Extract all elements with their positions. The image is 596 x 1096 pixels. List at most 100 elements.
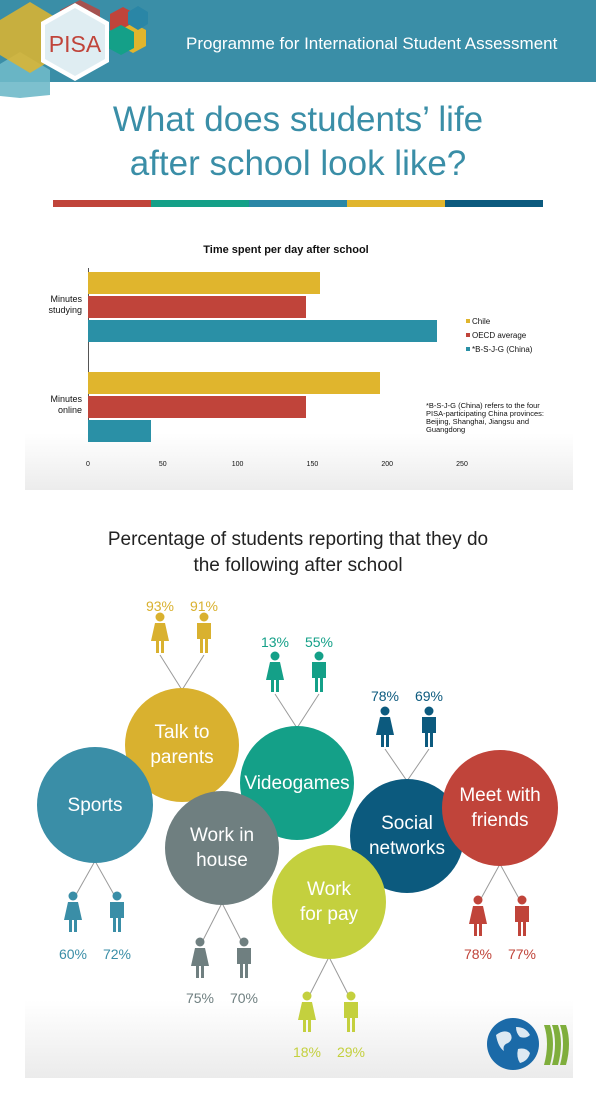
- percent-female-pay: 18%: [292, 1044, 322, 1060]
- color-strip: [53, 200, 543, 207]
- connector-line: [159, 654, 183, 691]
- female-person-icon: [191, 937, 209, 978]
- bar-studying-0: [88, 272, 320, 294]
- percent-female-house: 75%: [185, 990, 215, 1006]
- percent-male-social: 69%: [414, 688, 444, 704]
- color-strip-segment: [347, 200, 445, 207]
- activity-label-line: Sports: [67, 794, 123, 816]
- chart-y-axis: [88, 268, 89, 440]
- activity-label-line: Social: [381, 813, 433, 834]
- connector-line: [406, 748, 430, 782]
- x-tick-label: 200: [381, 461, 394, 468]
- activity-label-line: Work: [307, 879, 351, 900]
- activity-label-talk: Talk to parents: [122, 720, 242, 770]
- connector-line: [499, 863, 523, 905]
- globe-oecd-logo: [487, 1018, 569, 1070]
- x-tick-label: 50: [158, 461, 167, 468]
- activity-label-line: Videogames: [244, 772, 350, 794]
- chart-note: *B-S-J-G (China) refers to the four PISA…: [426, 401, 544, 434]
- activity-label-line: networks: [368, 838, 446, 859]
- chart-title: Time spent per day after school: [203, 244, 369, 256]
- female-person-icon: [376, 706, 394, 747]
- page-title-line-1: What does students’ life: [112, 100, 484, 139]
- percent-male-sports: 72%: [102, 946, 132, 962]
- female-person-icon: [469, 895, 487, 936]
- activity-bubble-video: [240, 726, 354, 840]
- bar-online-2: [88, 420, 151, 442]
- activity-label-line: Talk to: [154, 722, 210, 743]
- x-tick-label: 100: [231, 461, 244, 468]
- legend-swatch: [466, 347, 470, 351]
- female-person-icon: [64, 891, 82, 932]
- activity-bubble-house: [165, 791, 279, 905]
- legend-item: Chile: [466, 314, 532, 328]
- percent-female-video: 13%: [260, 634, 290, 650]
- connector-line: [296, 693, 320, 729]
- activity-label-line: parents: [150, 747, 214, 768]
- male-person-icon: [197, 612, 211, 653]
- bar-studying-1: [88, 296, 307, 318]
- color-strip-segment: [53, 200, 151, 207]
- page-title: What does students’ life after school lo…: [0, 98, 596, 186]
- connector-line: [306, 956, 330, 1001]
- male-person-icon: [110, 891, 124, 932]
- pisa-logo: PISA: [0, 0, 148, 98]
- connector-line: [384, 748, 408, 782]
- section-title: Percentage of students reporting that th…: [0, 527, 596, 579]
- section-title-line-1: Percentage of students reporting that th…: [107, 529, 489, 550]
- bar-studying-2: [88, 320, 437, 342]
- activity-label-line: for pay: [299, 904, 359, 925]
- male-person-icon: [312, 651, 326, 692]
- color-strip-segment: [151, 200, 249, 207]
- x-tick-label: 0: [86, 461, 90, 468]
- percent-male-video: 55%: [304, 634, 334, 650]
- section-title-line-2: the following after school: [193, 555, 403, 576]
- connector-line: [328, 956, 352, 1001]
- activity-label-pay: Work for pay: [269, 877, 389, 927]
- page-title-line-2: after school look like?: [129, 144, 467, 183]
- color-strip-segment: [445, 200, 543, 207]
- color-strip-segment: [249, 200, 347, 207]
- bottom-panel: [25, 1000, 573, 1078]
- percent-female-friends: 78%: [463, 946, 493, 962]
- activity-bubble-friends: [442, 750, 558, 866]
- activity-bubble-talk: [125, 688, 239, 802]
- male-person-icon: [515, 895, 529, 936]
- activity-label-line: Work in: [189, 825, 255, 846]
- legend-item: OECD average: [466, 328, 532, 342]
- female-person-icon: [298, 991, 316, 1032]
- x-tick-label: 150: [306, 461, 319, 468]
- activity-label-video: Videogames: [237, 771, 357, 796]
- activity-bubble-pay: [272, 845, 386, 959]
- connector-line: [199, 902, 223, 947]
- activity-label-social: Social networks: [347, 811, 467, 861]
- female-person-icon: [266, 651, 284, 692]
- percent-female-sports: 60%: [58, 946, 88, 962]
- bar-online-0: [88, 372, 380, 394]
- legend-label: OECD average: [472, 330, 527, 340]
- legend-label: Chile: [472, 316, 491, 326]
- connector-line: [181, 654, 205, 691]
- percent-male-pay: 29%: [336, 1044, 366, 1060]
- activity-bubble-sports: [37, 747, 153, 863]
- male-person-icon: [422, 706, 436, 747]
- x-tick-label: 250: [456, 461, 468, 468]
- chart-legend: Chile OECD average *B-S-J-G (China): [466, 314, 532, 356]
- activity-label-line: friends: [471, 810, 529, 831]
- category-label-online: Minutes online: [50, 394, 82, 415]
- legend-swatch: [466, 319, 470, 323]
- percent-female-social: 78%: [370, 688, 400, 704]
- logo-text: PISA: [49, 31, 102, 57]
- male-person-icon: [237, 937, 251, 978]
- legend-label: *B-S-J-G (China): [472, 344, 533, 354]
- male-person-icon: [344, 991, 358, 1032]
- activity-label-friends: Meet with friends: [440, 783, 560, 833]
- header-title: Programme for International Student Asse…: [186, 34, 558, 53]
- activity-label-line: house: [196, 850, 248, 871]
- legend-swatch: [466, 333, 470, 337]
- activity-label-line: Meet with: [459, 785, 541, 806]
- category-label-studying: Minutes studying: [48, 294, 82, 315]
- connector-line: [221, 902, 245, 947]
- female-person-icon: [151, 612, 169, 653]
